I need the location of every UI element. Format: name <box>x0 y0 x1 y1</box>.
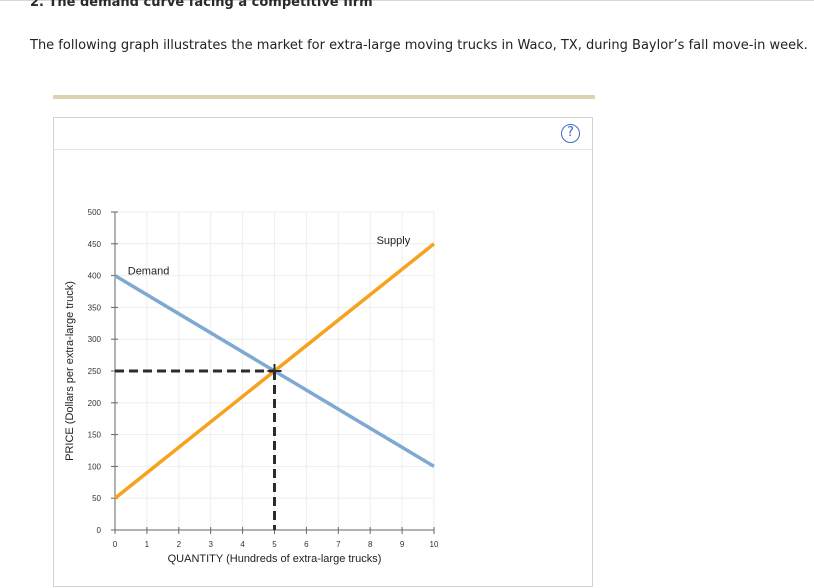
y-tick-label: 300 <box>88 335 102 344</box>
x-tick-label: 2 <box>177 540 182 549</box>
accent-bar <box>53 95 595 99</box>
graph-panel: ? 0 50 100 150 200 250 300 350 400 450 500 0 1 2 3 4 5 6 7… <box>53 117 593 587</box>
x-tick-label: 8 <box>368 540 373 549</box>
x-tick-label: 3 <box>208 540 213 549</box>
market-chart: 0 50 100 150 200 250 300 350 400 450 500 0 1 2 3 4 5 6 7 8 9… <box>64 208 439 565</box>
x-tick-label: 9 <box>400 540 405 549</box>
y-tick-label: 350 <box>88 303 102 312</box>
y-tick-label: 100 <box>88 462 102 471</box>
y-tick-label: 0 <box>97 526 102 535</box>
panel-header-divider <box>54 149 592 150</box>
supply-label: Supply <box>377 235 411 247</box>
y-axis-title: PRICE (Dollars per extra-large truck) <box>64 281 76 461</box>
y-tick-label: 200 <box>88 399 102 408</box>
x-tick-label: 7 <box>336 540 341 549</box>
x-tick-label: 10 <box>430 540 439 549</box>
demand-label: Demand <box>128 265 170 277</box>
y-tick-label: 250 <box>88 367 102 376</box>
y-tick-label: 50 <box>92 494 101 503</box>
top-divider <box>0 0 814 1</box>
y-tick-label: 450 <box>88 240 102 249</box>
x-tick-label: 4 <box>240 540 245 549</box>
question-intro: The following graph illustrates the mark… <box>30 38 808 53</box>
x-tick-label: 5 <box>272 540 277 549</box>
y-tick-label: 400 <box>88 272 102 281</box>
x-tick-label: 1 <box>145 540 150 549</box>
x-axis-title: QUANTITY (Hundreds of extra-large trucks… <box>168 553 382 565</box>
question-title: 2. The demand curve facing a competitive… <box>30 0 373 10</box>
help-icon[interactable]: ? <box>561 124 580 143</box>
y-tick-label: 150 <box>88 431 102 440</box>
x-tick-label: 6 <box>304 540 309 549</box>
x-tick-label: 0 <box>113 540 118 549</box>
y-tick-label: 500 <box>88 208 102 217</box>
